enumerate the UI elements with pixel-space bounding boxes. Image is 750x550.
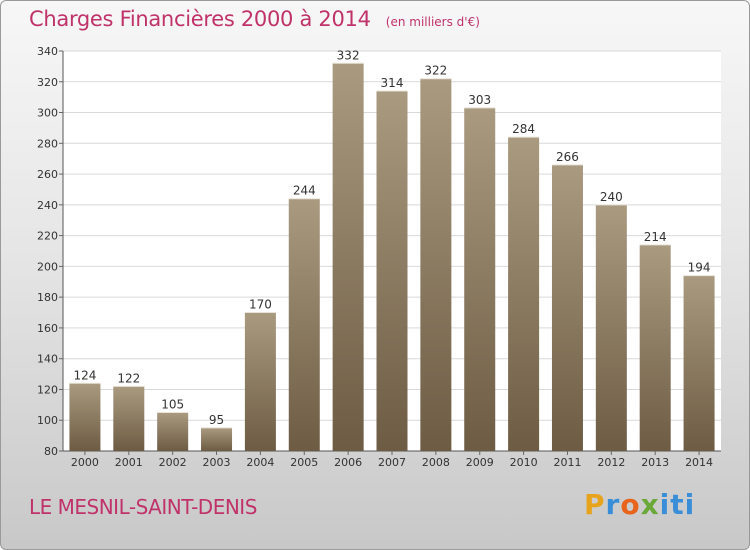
bars-group [69,62,715,452]
bar-2000 [69,383,101,451]
y-tick-label: 120 [37,383,58,396]
bar-2011 [551,164,583,451]
x-tick-label-2009: 2009 [466,456,494,469]
commune-name: LE MESNIL-SAINT-DENIS [29,495,257,519]
x-tick-label-2002: 2002 [159,456,187,469]
value-label-2008: 322 [424,64,447,78]
x-tick-label-2013: 2013 [641,456,669,469]
title-row: Charges Financières 2000 à 2014 (en mill… [29,7,480,31]
x-tick-label-2003: 2003 [203,456,231,469]
x-tick-label-2005: 2005 [290,456,318,469]
proxiti-logo[interactable]: Proxiti [584,488,696,521]
x-tick-labels: 2000 2001 2002 2003 2004 2005 2006 2007 2008 2009… [71,451,713,469]
bar-2012 [595,204,627,451]
value-label-2003: 95 [209,413,224,427]
y-tick-label: 340 [37,45,58,58]
x-tick-label-2004: 2004 [246,456,274,469]
y-tick-label: 200 [37,260,58,273]
value-label-2004: 170 [249,298,272,312]
value-label-2010: 284 [512,122,535,136]
bar-2002 [157,412,189,451]
value-label-2006: 332 [337,48,360,62]
bar-2001 [113,386,145,451]
value-label-2001: 122 [117,371,140,385]
y-tick-label: 220 [37,230,58,243]
y-tick-label: 280 [37,137,58,150]
bar-2013 [639,244,671,451]
y-tick-label: 260 [37,168,58,181]
chart-subtitle: (en milliers d'€) [385,15,480,29]
y-tick-label: 180 [37,291,58,304]
value-label-2011: 266 [556,150,579,164]
y-tick-label: 300 [37,107,58,120]
x-tick-label-2001: 2001 [115,456,143,469]
y-tick-label: 160 [37,322,58,335]
y-tick-label: 80 [44,445,58,458]
x-tick-label-2010: 2010 [510,456,538,469]
y-tick-label: 140 [37,353,58,366]
value-label-2014: 194 [688,261,711,275]
chart-title: Charges Financières 2000 à 2014 [29,7,371,31]
bar-2007 [376,91,408,451]
y-tick-label: 100 [37,414,58,427]
bar-2005 [288,198,320,451]
value-label-2002: 105 [161,398,184,412]
x-tick-label-2008: 2008 [422,456,450,469]
value-label-2007: 314 [381,76,404,90]
bar-2014 [683,275,715,451]
value-label-2000: 124 [73,368,96,382]
y-tick-label: 320 [37,76,58,89]
value-labels: 124 122 105 95 170 244 332 314 322 303 284 266 240 21… [73,48,710,427]
bar-2010 [508,137,540,451]
bar-2004 [244,312,276,451]
value-label-2009: 303 [468,93,491,107]
value-label-2005: 244 [293,184,316,198]
bar-2003 [201,427,233,451]
value-label-2013: 214 [644,230,667,244]
y-tick-labels: 80 100 120 140 160 180 200 220 240 260 280 300 320 34… [37,45,63,458]
bar-2009 [464,107,496,451]
x-tick-label-2012: 2012 [597,456,625,469]
x-tick-label-2000: 2000 [71,456,99,469]
x-tick-label-2007: 2007 [378,456,406,469]
value-label-2012: 240 [600,190,623,204]
y-tick-label: 240 [37,199,58,212]
bar-2008 [420,78,452,451]
bar-2006 [332,63,364,452]
x-tick-label-2011: 2011 [553,456,581,469]
x-tick-label-2014: 2014 [685,456,713,469]
x-tick-label-2006: 2006 [334,456,362,469]
